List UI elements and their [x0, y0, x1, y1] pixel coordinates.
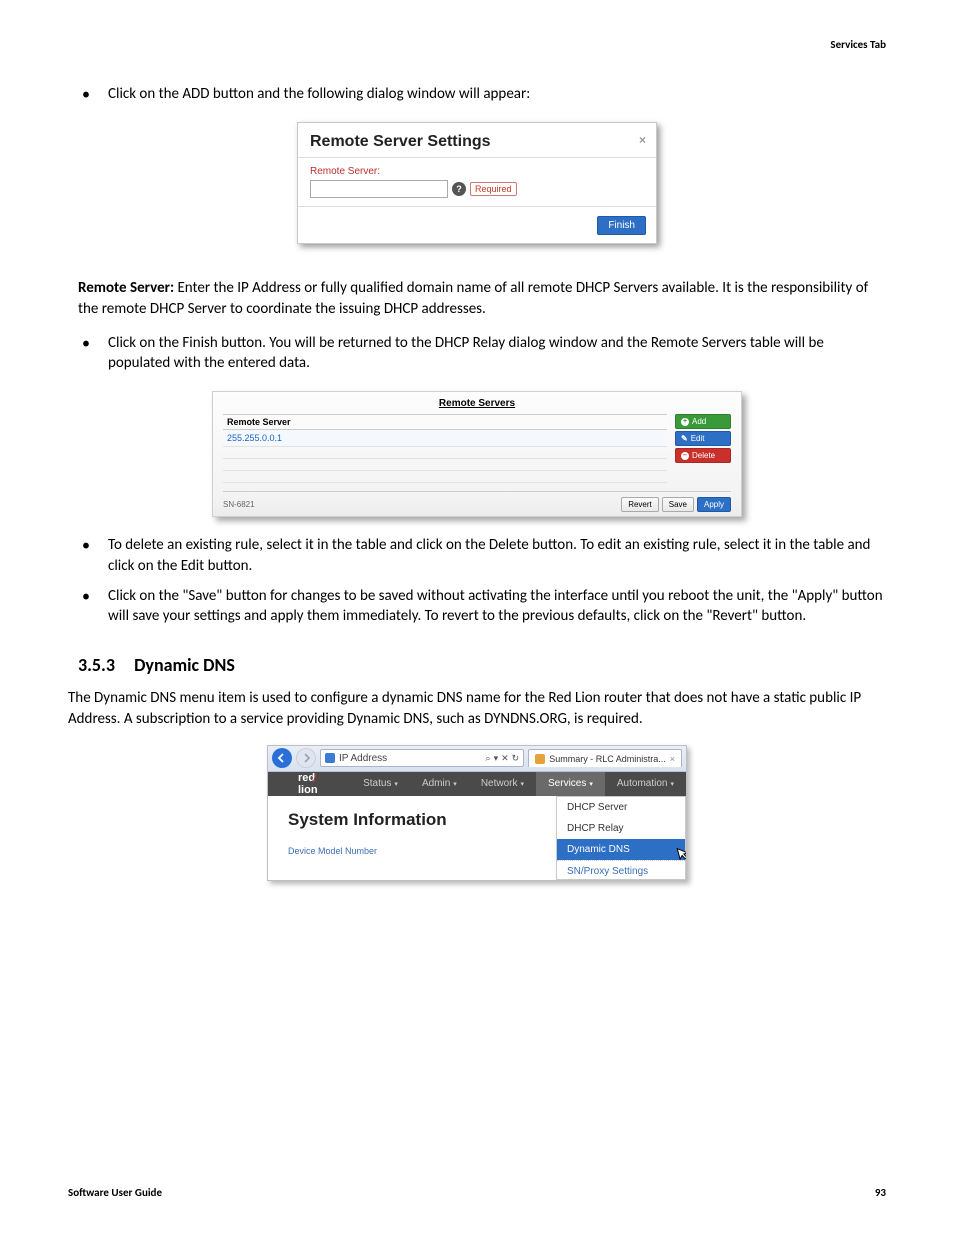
remote-server-input[interactable]: [310, 180, 448, 198]
refresh-icon[interactable]: ↻: [512, 753, 520, 764]
device-model-label: Device Model Number: [288, 846, 556, 856]
dropdown-item-dynamic-dns[interactable]: Dynamic DNS: [557, 839, 685, 860]
dropdown-item-dhcp-server[interactable]: DHCP Server: [557, 797, 685, 818]
dropdown-icon[interactable]: ▾: [494, 753, 499, 764]
menu-automation[interactable]: Automation▾: [605, 772, 686, 796]
edit-icon: ✎: [681, 435, 688, 443]
brand-logo: red lion: [298, 772, 333, 796]
remote-server-label-bold: Remote Server:: [78, 279, 174, 297]
bullet-1: Click on the ADD button and the followin…: [108, 84, 886, 104]
bullet-4: Click on the "Save" button for changes t…: [108, 586, 886, 627]
section-title: Dynamic DNS: [134, 654, 235, 676]
remote-server-column-header: Remote Server: [223, 414, 667, 430]
address-bar[interactable]: IP Address ⌕ ▾ ✕ ↻: [320, 749, 524, 767]
finish-button[interactable]: Finish: [597, 216, 646, 235]
arrow-right-icon: [301, 753, 311, 763]
apply-button[interactable]: Apply: [697, 497, 731, 512]
back-button[interactable]: [272, 748, 292, 768]
required-badge: Required: [470, 182, 517, 196]
browser-chrome: IP Address ⌕ ▾ ✕ ↻ Summary - RLC Adminis…: [268, 746, 686, 772]
remote-server-settings-dialog: Remote Server Settings × Remote Server: …: [297, 122, 657, 244]
close-icon[interactable]: ×: [639, 133, 646, 147]
section-number: 3.5.3: [78, 654, 130, 676]
address-text: IP Address: [339, 753, 482, 764]
dropdown-item-sn-proxy[interactable]: SN/Proxy Settings: [557, 860, 685, 881]
menu-services[interactable]: Services▾: [536, 772, 605, 796]
help-icon[interactable]: ?: [452, 182, 466, 196]
delete-button[interactable]: – Delete: [675, 448, 731, 463]
page-number: 93: [875, 1186, 886, 1199]
table-row: [223, 471, 667, 483]
remote-server-field-label: Remote Server:: [310, 166, 644, 177]
table-row[interactable]: 255.255.0.0.1: [223, 430, 667, 447]
remote-servers-panel: Remote Servers Remote Server 255.255.0.0…: [212, 391, 742, 517]
bullet-2: Click on the Finish button. You will be …: [108, 333, 886, 374]
save-button[interactable]: Save: [662, 497, 694, 512]
model-label: SN-6821: [223, 500, 621, 509]
revert-button[interactable]: Revert: [621, 497, 659, 512]
remote-server-desc: Enter the IP Address or fully qualified …: [78, 279, 868, 317]
browser-tab[interactable]: Summary - RLC Administra... ×: [528, 749, 682, 767]
chevron-down-icon: ▾: [453, 780, 457, 788]
dynamic-dns-intro: The Dynamic DNS menu item is used to con…: [68, 688, 886, 729]
add-label: Add: [692, 417, 706, 426]
remote-servers-title: Remote Servers: [223, 398, 731, 409]
plus-icon: +: [681, 418, 689, 426]
stop-icon[interactable]: ✕: [501, 753, 509, 764]
router-nav-bar: red lion Status▾ Admin▾ Network▾ Service…: [268, 772, 686, 796]
chevron-down-icon: ▾: [670, 780, 674, 788]
footer-guide-label: Software User Guide: [68, 1186, 162, 1199]
bullet-3: To delete an existing rule, select it in…: [108, 535, 886, 576]
tab-favicon-icon: [535, 754, 545, 764]
arrow-left-icon: [277, 753, 287, 763]
section-heading: 3.5.3 Dynamic DNS: [68, 654, 886, 676]
tab-title: Summary - RLC Administra...: [549, 754, 666, 764]
table-row: [223, 447, 667, 459]
add-button[interactable]: + Add: [675, 414, 731, 429]
services-dropdown: DHCP Server DHCP Relay Dynamic DNS SN/Pr…: [556, 796, 686, 880]
remote-server-paragraph: Remote Server: Enter the IP Address or f…: [68, 278, 886, 319]
dropdown-item-dhcp-relay[interactable]: DHCP Relay: [557, 818, 685, 839]
site-icon: [325, 753, 335, 763]
browser-window: IP Address ⌕ ▾ ✕ ↻ Summary - RLC Adminis…: [267, 745, 687, 881]
edit-label: Edit: [691, 434, 705, 443]
system-information-heading: System Information: [288, 810, 556, 830]
dialog-title: Remote Server Settings: [310, 133, 491, 150]
forward-button[interactable]: [296, 748, 316, 768]
edit-button[interactable]: ✎ Edit: [675, 431, 731, 446]
delete-label: Delete: [692, 451, 715, 460]
chevron-down-icon: ▾: [394, 780, 398, 788]
chevron-down-icon: ▾: [589, 780, 593, 788]
tab-close-icon[interactable]: ×: [670, 754, 675, 764]
search-icon[interactable]: ⌕: [486, 753, 491, 764]
header-tab-label: Services Tab: [830, 38, 886, 51]
minus-icon: –: [681, 452, 689, 460]
chevron-down-icon: ▾: [521, 780, 525, 788]
menu-status[interactable]: Status▾: [351, 772, 410, 796]
menu-network[interactable]: Network▾: [469, 772, 536, 796]
table-row: [223, 459, 667, 471]
menu-admin[interactable]: Admin▾: [410, 772, 469, 796]
